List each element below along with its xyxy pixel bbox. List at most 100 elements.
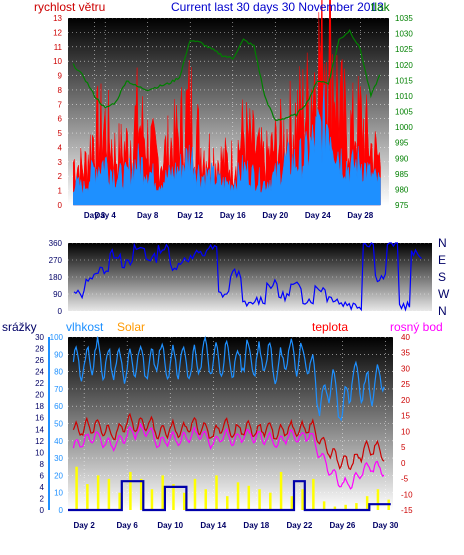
solar-axis-label: Solar xyxy=(117,320,145,334)
compass-label: W xyxy=(438,287,450,301)
humidity-tick-label: 10 xyxy=(54,489,63,498)
rain-tick-label: 12 xyxy=(35,437,44,446)
wind-tick-label: 11 xyxy=(54,43,63,52)
wind-tick-label: 5 xyxy=(58,129,63,138)
rain-tick-label: 2 xyxy=(40,494,45,503)
humidity-tick-label: 20 xyxy=(54,471,63,480)
compass-label: E xyxy=(438,253,446,267)
wind-tick-label: 13 xyxy=(53,14,62,23)
pressure-tick-label: 990 xyxy=(395,154,409,163)
humidity-y-ticks: 0 10 20 30 40 50 60 70 80 90 100 xyxy=(50,333,64,515)
temperature-tick-label: 0 xyxy=(401,459,406,468)
direction-y-ticks: 0 90 180 270 360 xyxy=(49,239,63,316)
direction-chart-background xyxy=(68,243,432,311)
humidity-tick-label: 100 xyxy=(50,333,64,342)
temperature-tick-label: 30 xyxy=(401,364,410,373)
humidity-x-tick-label: Day 14 xyxy=(200,521,226,530)
pressure-tick-label: 995 xyxy=(395,139,409,148)
humidity-x-tick-label: Day 10 xyxy=(157,521,183,530)
direction-series xyxy=(73,242,423,312)
wind-tick-label: 12 xyxy=(53,28,62,37)
wind-x-tick-label: Day 28 xyxy=(347,211,373,220)
humidity-tick-label: 40 xyxy=(54,437,63,446)
rain-tick-label: 30 xyxy=(35,333,44,342)
wind-tick-label: 9 xyxy=(58,72,63,81)
pressure-series xyxy=(72,28,381,122)
rain-tick-label: 6 xyxy=(40,471,45,480)
direction-tick-label: 180 xyxy=(49,273,63,282)
humidity-x-tick-label: Day 26 xyxy=(330,521,356,530)
direction-chart-plot xyxy=(73,242,423,312)
temperature-tick-label: -10 xyxy=(401,490,413,499)
humidity-tick-label: 70 xyxy=(54,385,63,394)
pressure-tick-label: 1005 xyxy=(395,108,413,117)
wind-x-tick-label: Day 3 xyxy=(84,211,106,220)
wind-tick-label: 8 xyxy=(58,86,63,95)
humidity-x-ticks: Day 2 Day 6 Day 10 Day 14 Day 18 Day 22 Day 26… xyxy=(73,521,398,530)
wind-x-tick-label: Day 8 xyxy=(137,211,159,220)
wind-tick-label: 10 xyxy=(53,57,62,66)
pressure-tick-label: 1010 xyxy=(395,92,413,101)
temperature-tick-label: 35 xyxy=(401,349,410,358)
temperature-series xyxy=(72,412,385,471)
humidity-chart-plot xyxy=(68,335,391,512)
pressure-tick-label: 1030 xyxy=(395,30,413,39)
wind-axis-label: rychlost větru xyxy=(34,0,105,14)
rain-tick-label: 24 xyxy=(35,368,44,377)
direction-tick-label: 0 xyxy=(58,307,63,316)
temperature-tick-label: 15 xyxy=(401,412,410,421)
wind-chart-plot xyxy=(72,0,381,206)
rain-series xyxy=(68,480,391,512)
pressure-tick-label: 1015 xyxy=(395,76,413,85)
rain-tick-label: 16 xyxy=(35,414,44,423)
humidity-tick-label: 90 xyxy=(54,350,63,359)
humidity-tick-label: 50 xyxy=(54,420,63,429)
humidity-x-tick-label: Day 2 xyxy=(73,521,95,530)
rain-tick-label: 14 xyxy=(35,425,44,434)
humidity-axis-label: vlhkost xyxy=(66,320,104,334)
pressure-right-ticks: 975 980 985 990 995 1000 1005 1010 1015 1020 1025 1… xyxy=(395,14,413,210)
rain-tick-label: 18 xyxy=(35,402,44,411)
rain-tick-label: 0 xyxy=(40,506,45,515)
wind-tick-label: 3 xyxy=(58,158,63,167)
pressure-tick-label: 980 xyxy=(395,185,409,194)
direction-tick-label: 360 xyxy=(49,239,63,248)
temperature-tick-label: 25 xyxy=(401,380,410,389)
temperature-tick-label: -15 xyxy=(401,506,413,515)
rain-tick-label: 28 xyxy=(35,345,44,354)
pressure-tick-label: 1025 xyxy=(395,45,413,54)
wind-x-tick-label: Day 24 xyxy=(305,211,331,220)
compass-label: S xyxy=(438,270,446,284)
wind-x-tick-label: Day 12 xyxy=(177,211,203,220)
pressure-axis-label: tlak xyxy=(371,0,391,14)
rain-tick-label: 20 xyxy=(35,391,44,400)
pressure-tick-label: 1020 xyxy=(395,61,413,70)
wind-tick-label: 6 xyxy=(58,115,63,124)
wind-tick-label: 2 xyxy=(58,172,63,181)
wind-average-series xyxy=(73,84,381,206)
direction-tick-label: 90 xyxy=(53,290,62,299)
temperature-axis-label: teplota xyxy=(312,320,348,334)
rain-tick-label: 10 xyxy=(35,448,44,457)
wind-x-tick-label: Day 20 xyxy=(262,211,288,220)
rain-tick-label: 8 xyxy=(40,460,45,469)
wind-x-tick-label: Day 4 xyxy=(95,211,117,220)
humidity-x-tick-label: Day 22 xyxy=(286,521,312,530)
compass-label: N xyxy=(438,236,447,250)
wind-x-tick-label: Day 16 xyxy=(220,211,246,220)
humidity-temp-rain-chart: srážky vlhkost Solar teplota rosný bod 0… xyxy=(2,320,443,530)
direction-tick-label: 270 xyxy=(49,256,63,265)
temperature-tick-label: 10 xyxy=(401,427,410,436)
wind-chart-title: Current last 30 days 30 November 2013 xyxy=(171,0,384,14)
compass-label: N xyxy=(438,304,447,318)
humidity-tick-label: 0 xyxy=(59,506,64,515)
rain-tick-label: 4 xyxy=(40,483,45,492)
wind-tick-label: 0 xyxy=(58,201,63,210)
rain-tick-label: 22 xyxy=(35,379,44,388)
pressure-tick-label: 1035 xyxy=(395,14,413,23)
rain-axis-label: srážky xyxy=(2,320,37,334)
